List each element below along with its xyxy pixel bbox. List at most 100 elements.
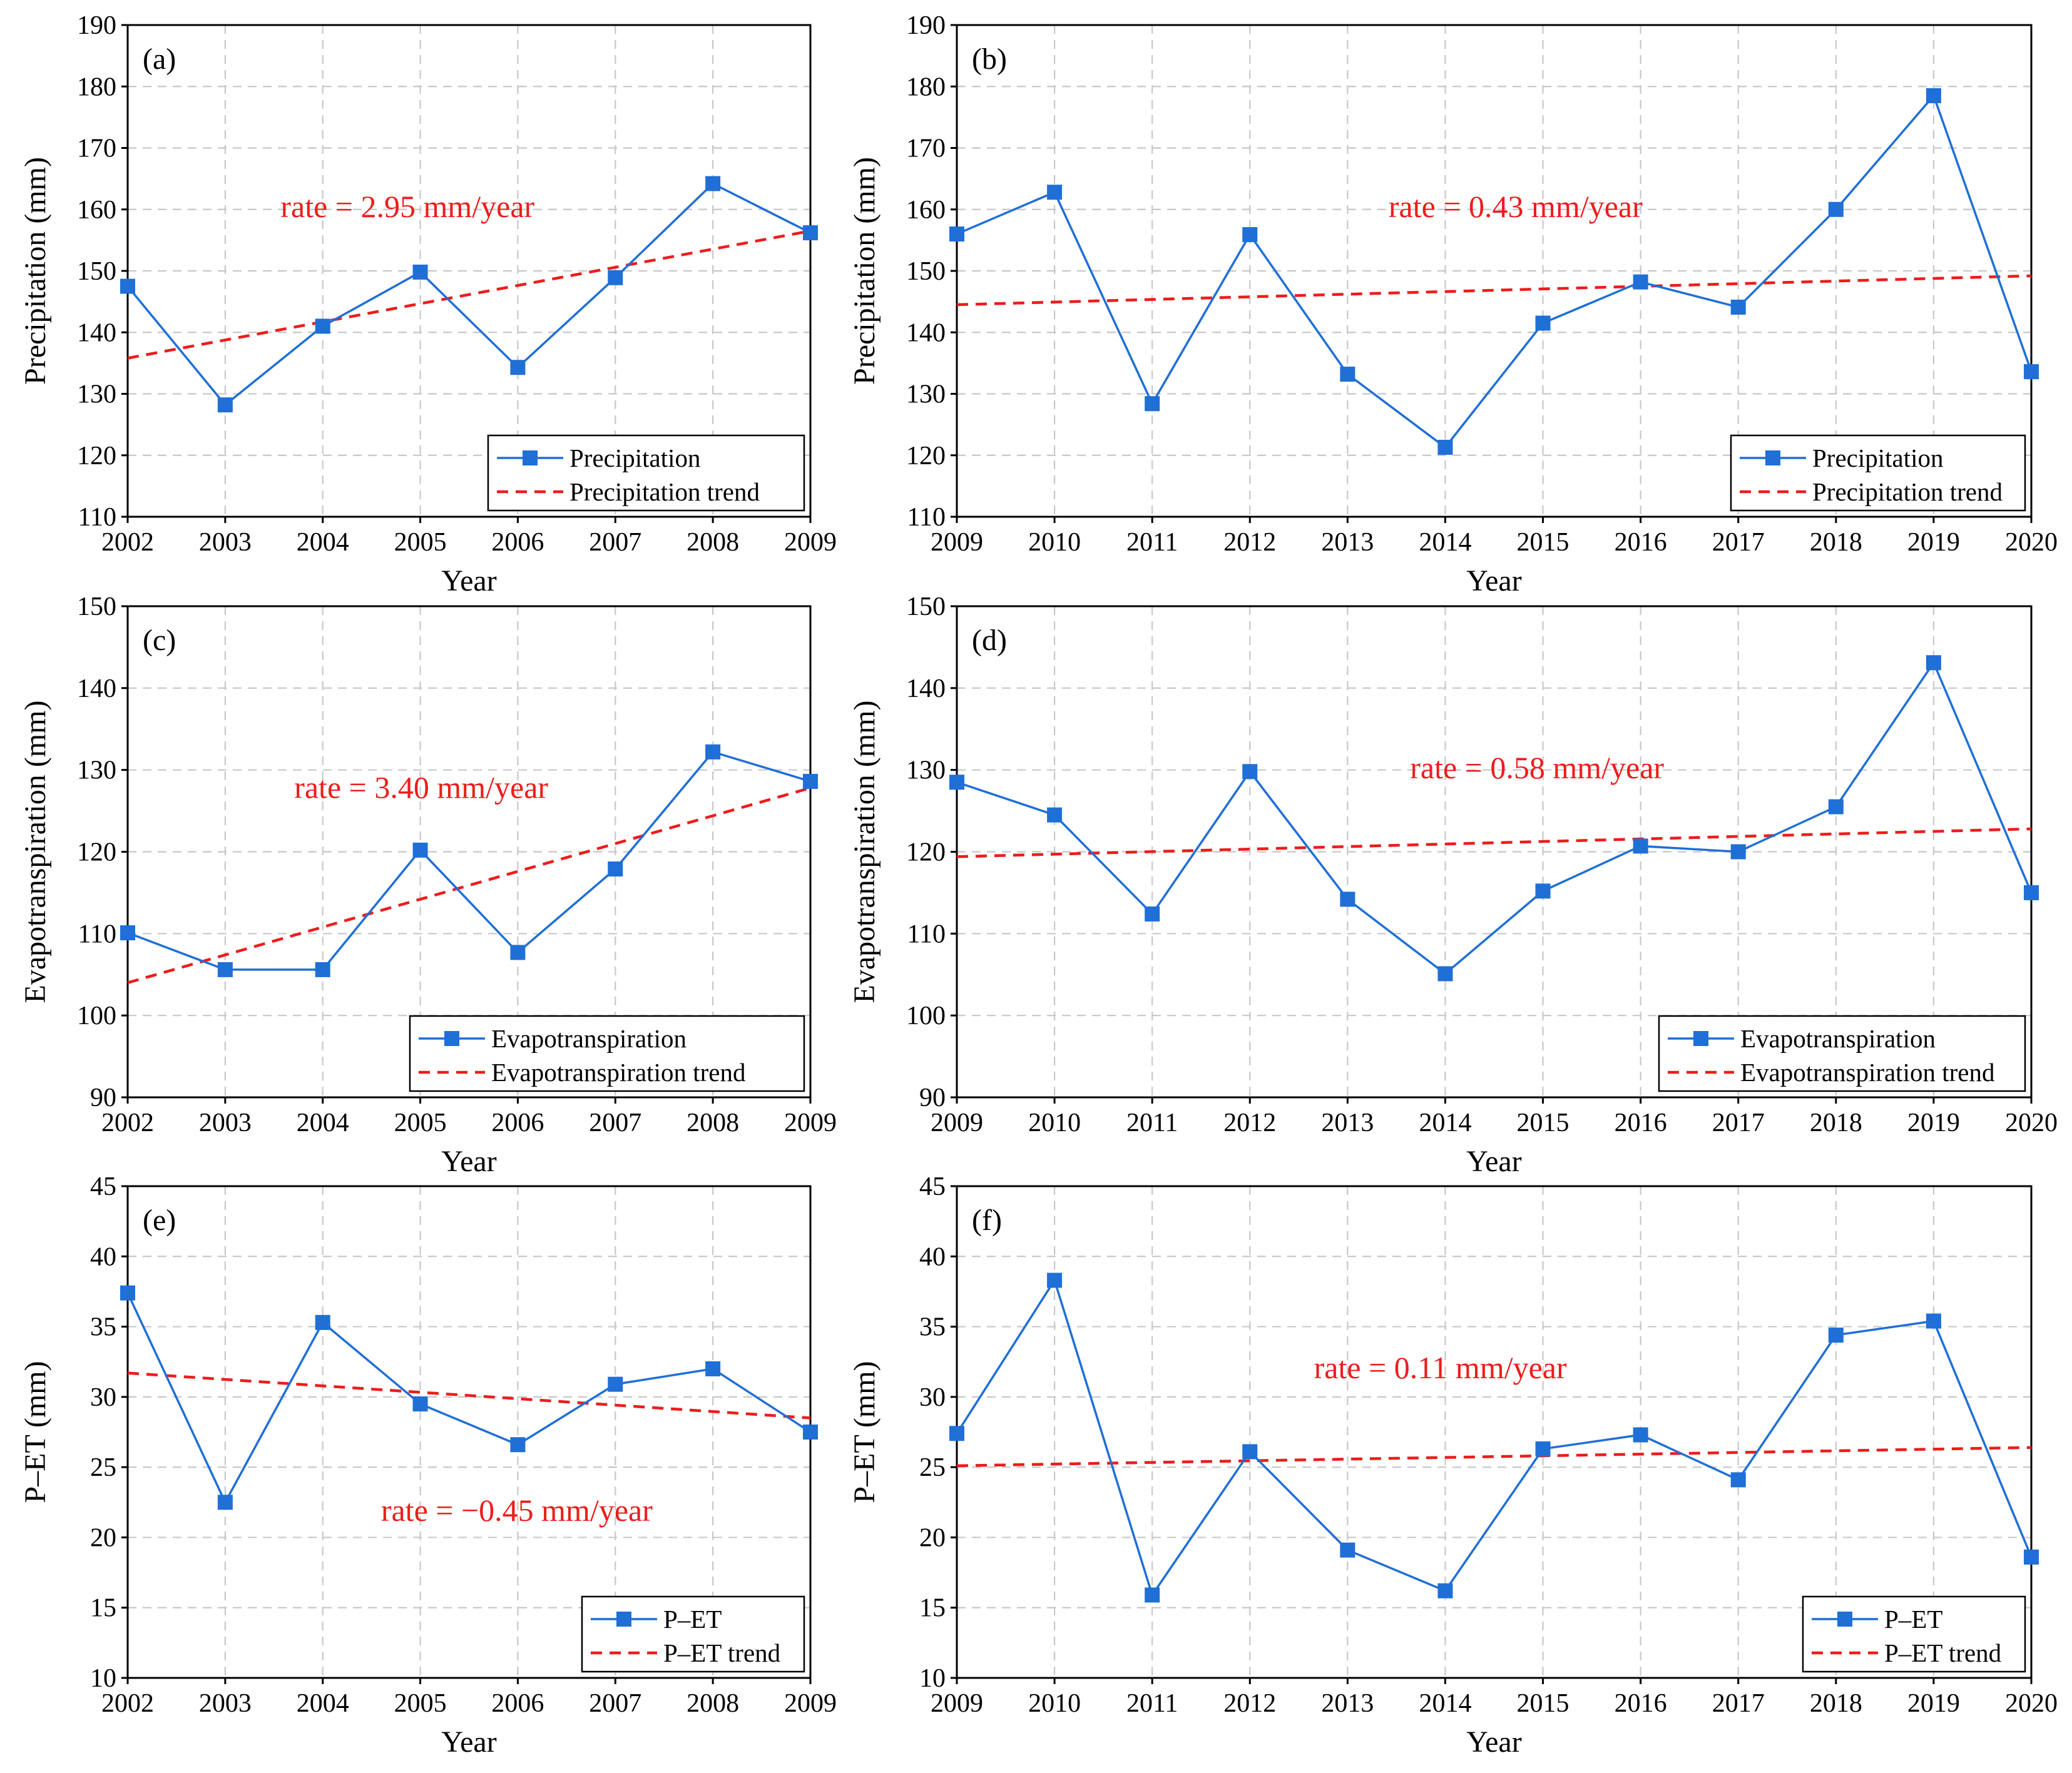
- y-tick-label: 100: [77, 1002, 116, 1030]
- legend-series-marker: [444, 1031, 459, 1046]
- x-tick-label: 2019: [1907, 528, 1960, 557]
- data-point: [705, 1361, 721, 1376]
- data-point: [1145, 1587, 1160, 1603]
- data-point: [1926, 88, 1941, 103]
- data-point: [1730, 1472, 1746, 1488]
- y-tick-label: 180: [77, 73, 116, 101]
- series-line: [126, 1292, 811, 1505]
- rate-annotation: rate = 0.58 mm/year: [1410, 750, 1664, 785]
- data-point: [1828, 1328, 1844, 1343]
- y-tick-label: 150: [906, 592, 946, 621]
- x-tick-label: 2014: [1419, 1109, 1471, 1137]
- y-tick-label: 190: [77, 11, 116, 40]
- legend-series-marker: [616, 1612, 631, 1627]
- panel-d: 90 100 110 120 130 140 150 2009 2010 2011 2012 2013…: [848, 592, 2058, 1178]
- y-axis-label: P–ET (mm): [848, 1361, 881, 1503]
- y-tick-label: 30: [90, 1383, 116, 1412]
- y-tick-label: 35: [90, 1313, 116, 1342]
- data-point: [1535, 315, 1551, 331]
- x-tick-label: 2010: [1028, 1689, 1081, 1718]
- x-tick-label: 2011: [1126, 528, 1178, 557]
- panel-label: (d): [972, 624, 1007, 657]
- data-point: [1828, 201, 1844, 217]
- legend-box: [581, 1595, 805, 1673]
- x-tick-label: 2006: [491, 528, 544, 557]
- data-point: [120, 1285, 135, 1301]
- data-point: [1047, 185, 1063, 200]
- trend-line: [956, 1446, 2032, 1468]
- data-point: [1633, 274, 1648, 290]
- legend-series-label: Precipitation: [569, 444, 701, 472]
- y-tick-label: 45: [919, 1172, 946, 1201]
- y-tick-label: 40: [90, 1242, 116, 1271]
- x-tick-label: 2013: [1321, 1689, 1374, 1718]
- panel-label: (b): [972, 43, 1007, 76]
- series-line: [956, 1278, 2033, 1598]
- x-tick-label: 2017: [1712, 528, 1765, 557]
- x-axis-label: Year: [441, 1145, 496, 1178]
- data-point: [1047, 807, 1063, 823]
- y-tick-label: 140: [906, 674, 946, 703]
- legend-box: [1730, 434, 2026, 512]
- data-point: [1340, 1542, 1355, 1558]
- data-point: [315, 1314, 330, 1330]
- x-tick-label: 2015: [1517, 528, 1569, 557]
- data-point: [2024, 885, 2039, 900]
- x-tick-label: 2014: [1419, 528, 1471, 557]
- legend-trend-label: Precipitation trend: [1812, 477, 2003, 506]
- y-axis-label: Evapotranspiration (mm): [848, 701, 881, 1003]
- trend-line: [956, 274, 2032, 307]
- y-tick-label: 130: [906, 380, 946, 409]
- data-point: [1145, 906, 1160, 922]
- x-tick-label: 2011: [1126, 1109, 1178, 1137]
- data-point: [1242, 764, 1258, 780]
- y-tick-label: 20: [90, 1523, 116, 1552]
- x-tick-label: 2004: [297, 1689, 349, 1718]
- x-tick-label: 2002: [101, 528, 154, 557]
- x-tick-label: 2009: [931, 1689, 983, 1718]
- x-tick-label: 2018: [1810, 528, 1862, 557]
- data-point: [510, 945, 526, 960]
- legend-series-label: P–ET: [663, 1605, 722, 1633]
- data-point: [1242, 1444, 1258, 1460]
- x-tick-label: 2016: [1615, 1109, 1667, 1137]
- y-axis-label: Precipitation (mm): [19, 157, 52, 385]
- rate-annotation: rate = 3.40 mm/year: [294, 770, 548, 805]
- data-point: [510, 1437, 526, 1453]
- data-point: [949, 1426, 964, 1441]
- x-tick-label: 2005: [394, 1689, 447, 1718]
- x-tick-label: 2009: [931, 1109, 983, 1137]
- x-tick-label: 2007: [589, 528, 641, 557]
- x-tick-label: 2003: [199, 1109, 252, 1137]
- legend-series-marker: [1693, 1031, 1708, 1046]
- x-tick-label: 2010: [1028, 528, 1081, 557]
- y-tick-label: 100: [906, 1002, 946, 1030]
- y-tick-label: 90: [90, 1084, 116, 1112]
- y-tick-label: 110: [78, 920, 116, 948]
- legend-series-marker: [523, 450, 538, 465]
- legend-series-label: Evapotranspiration: [1740, 1024, 1936, 1053]
- x-tick-label: 2008: [686, 1109, 739, 1137]
- x-tick-label: 2018: [1810, 1689, 1862, 1718]
- series-line: [127, 750, 811, 971]
- data-point: [315, 962, 330, 977]
- rate-annotation: rate = 0.43 mm/year: [1389, 189, 1643, 224]
- legend: Evapotranspiration Evapotranspiration tre…: [409, 1015, 805, 1092]
- y-tick-label: 120: [906, 442, 946, 470]
- panel-c: 90 100 110 120 130 140 150 2002 2003 2004 2005 2006…: [19, 592, 837, 1178]
- y-tick-label: 180: [906, 73, 946, 101]
- legend-series-label: Evapotranspiration: [491, 1024, 686, 1053]
- x-tick-label: 2020: [2005, 528, 2058, 557]
- x-tick-label: 2011: [1126, 1689, 1178, 1718]
- x-tick-label: 2004: [297, 1109, 349, 1137]
- x-tick-label: 2020: [2005, 1109, 2058, 1137]
- data-point: [1926, 655, 1941, 671]
- y-axis-label: P–ET (mm): [19, 1361, 52, 1503]
- y-tick-label: 10: [90, 1664, 116, 1693]
- y-tick-label: 150: [77, 257, 116, 286]
- legend-series-label: Precipitation: [1812, 444, 1944, 472]
- data-point: [1633, 1427, 1648, 1443]
- data-point: [1535, 883, 1551, 899]
- x-tick-label: 2004: [297, 528, 349, 557]
